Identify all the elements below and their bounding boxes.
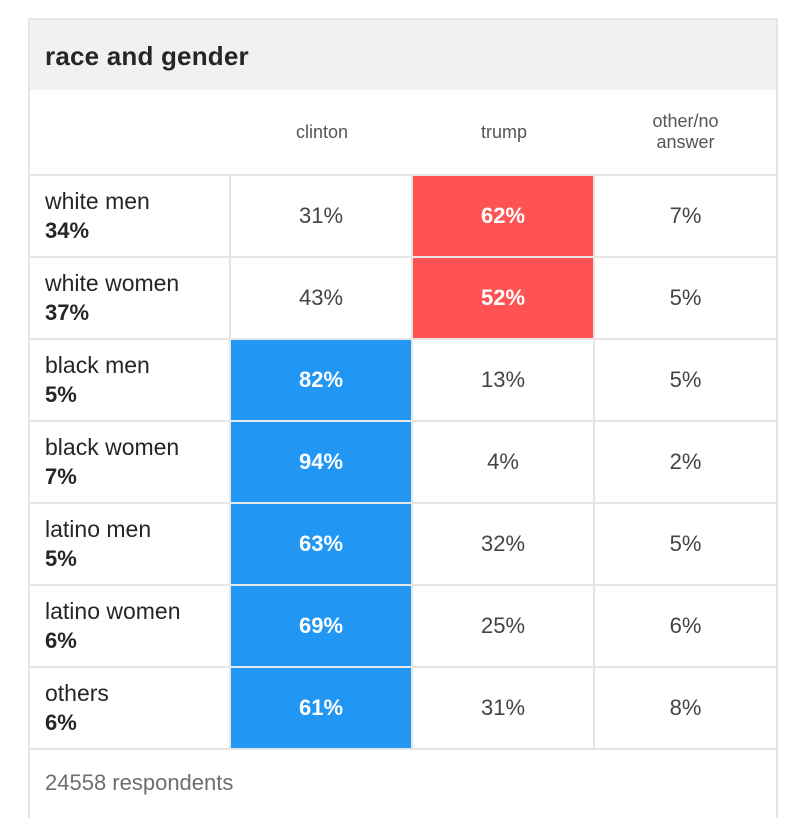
group-share: 6%	[45, 710, 77, 735]
cell-clinton-winner: 69%	[231, 586, 413, 666]
cell-other: 7%	[669, 203, 702, 228]
row-label: latino men 5%	[30, 504, 231, 584]
results-table: race and gender clinton trump other/no a…	[28, 18, 778, 818]
cell-clinton: 43%	[231, 258, 413, 338]
group-name: white men	[45, 188, 150, 214]
row-label: black men 5%	[30, 340, 231, 420]
group-share: 34%	[45, 218, 90, 243]
table-row: black men 5% 82% 13% 5%	[30, 340, 776, 422]
cell-clinton-winner: 82%	[231, 340, 413, 420]
group-name: black women	[45, 434, 180, 460]
row-label: latino women 6%	[30, 586, 231, 666]
title-bar: race and gender	[30, 20, 776, 90]
cell-trump: 13%	[413, 340, 595, 420]
cell-trump: 31%	[413, 668, 595, 748]
cell-trump: 4%	[413, 422, 595, 502]
group-name: others	[45, 680, 109, 706]
table-row: black women 7% 94% 4% 2%	[30, 422, 776, 504]
column-header-other: other/no answer	[652, 111, 719, 152]
cell-trump: 25%	[413, 586, 595, 666]
row-label: others 6%	[30, 668, 231, 748]
cell-clinton-winner: 63%	[231, 504, 413, 584]
table-row: white women 37% 43% 52% 5%	[30, 258, 776, 340]
cell-clinton-winner: 61%	[231, 668, 413, 748]
table-row: white men 34% 31% 62% 7%	[30, 176, 776, 258]
cell-other: 2%	[669, 449, 702, 474]
cell-clinton: 31%	[231, 176, 413, 256]
group-share: 5%	[45, 546, 77, 571]
respondents-count: 24558 respondents	[45, 770, 234, 795]
table-row: latino men 5% 63% 32% 5%	[30, 504, 776, 586]
column-header-row: clinton trump other/no answer	[30, 90, 776, 176]
column-header-trump: trump	[480, 121, 527, 142]
cell-trump-winner: 62%	[413, 176, 595, 256]
group-name: black men	[45, 352, 150, 378]
row-label: black women 7%	[30, 422, 231, 502]
column-header-clinton: clinton	[295, 121, 349, 142]
cell-other: 6%	[669, 613, 702, 638]
cell-trump: 32%	[413, 504, 595, 584]
group-share: 6%	[45, 628, 77, 653]
cell-trump-winner: 52%	[413, 258, 595, 338]
group-name: latino men	[45, 516, 152, 542]
table-row: latino women 6% 69% 25% 6%	[30, 586, 776, 668]
cell-other: 5%	[669, 367, 702, 392]
group-share: 7%	[45, 464, 77, 489]
group-share: 37%	[45, 300, 90, 325]
group-share: 5%	[45, 382, 77, 407]
table-row: others 6% 61% 31% 8%	[30, 668, 776, 750]
table-body: white men 34% 31% 62% 7% white women 37% 43% 52%…	[30, 176, 776, 750]
cell-clinton-winner: 94%	[231, 422, 413, 502]
cell-other: 5%	[669, 531, 702, 556]
cell-other: 5%	[669, 285, 702, 310]
row-label: white men 34%	[30, 176, 231, 256]
group-name: white women	[45, 270, 180, 296]
table-title: race and gender	[45, 41, 249, 71]
group-name: latino women	[45, 598, 181, 624]
row-label: white women 37%	[30, 258, 231, 338]
cell-other: 8%	[669, 695, 702, 720]
